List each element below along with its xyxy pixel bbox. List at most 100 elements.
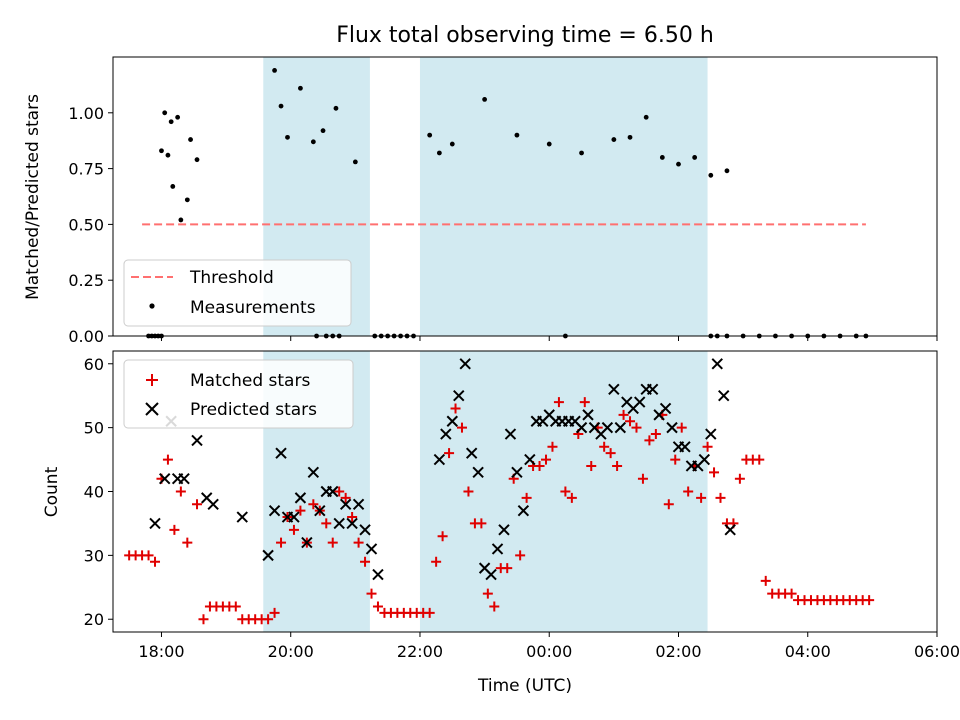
measurement-point (708, 172, 714, 178)
top-y-tick-label: 0.75 (68, 160, 104, 179)
matched-star-point (347, 512, 358, 523)
predicted-star-point (440, 428, 452, 440)
predicted-star-point (149, 517, 161, 530)
matched-star-point (786, 588, 797, 599)
matched-star-point (360, 556, 371, 567)
matched-star-point (637, 473, 648, 484)
matched-star-point (169, 524, 180, 535)
matched-star-point (269, 607, 280, 618)
matched-star-point (760, 575, 771, 586)
predicted-star-point (491, 543, 504, 555)
predicted-star-point (191, 434, 203, 447)
predicted-star-point (517, 504, 530, 517)
predicted-star-point (646, 383, 659, 396)
matched-star-point (276, 537, 287, 548)
predicted-star-point (288, 511, 300, 523)
measurement-point (611, 137, 617, 142)
top-y-tick-label: 0.50 (68, 215, 104, 234)
measurement-point (692, 155, 698, 160)
bottom-x-tick-label: 02:00 (655, 642, 701, 661)
matched-star-point (631, 422, 642, 433)
top-shaded-interval-1 (419, 57, 708, 336)
legend-matched-swatch (146, 374, 158, 386)
bottom-y-tick-label: 30 (84, 546, 104, 565)
matched-star-point (198, 614, 209, 625)
matched-star-point (230, 601, 241, 612)
predicted-star-point (346, 517, 358, 530)
top-y-ticks: 0.00 0.25 0.50 0.75 1.00 (68, 104, 113, 346)
matched-star-point (431, 556, 442, 567)
matched-star-point (444, 448, 455, 459)
measurement-point (427, 132, 433, 138)
measurement-point (333, 105, 339, 111)
measurement-point (643, 114, 649, 120)
bottom-x-tick-label: 04:00 (785, 642, 831, 661)
predicted-star-point (327, 485, 339, 498)
matched-star-point (143, 550, 154, 561)
matched-star-point (482, 588, 493, 599)
legend-measurements-swatch (149, 303, 155, 309)
matched-star-point (515, 550, 526, 561)
measurement-point (162, 110, 168, 116)
predicted-star-point (485, 568, 497, 581)
bottom-x-tick-label: 00:00 (526, 642, 572, 661)
bottom-x-tick-label: 22:00 (397, 642, 443, 661)
measurement-point (579, 150, 584, 156)
matched-star-point (534, 460, 545, 471)
predicted-star-point (207, 498, 219, 510)
matched-star-point (663, 499, 674, 510)
measurement-point (449, 141, 455, 147)
bottom-y-tick-label: 60 (84, 355, 104, 374)
matched-star-point (521, 492, 532, 503)
predicted-star-point (504, 428, 517, 440)
measurement-point (184, 197, 190, 203)
matched-star-point (560, 486, 571, 497)
top-legend: Threshold Measurements (123, 259, 352, 327)
bottom-y-tick-label: 20 (84, 610, 104, 629)
matched-star-point (150, 556, 161, 567)
measurement-point (546, 141, 552, 147)
bottom-y-axis-label: Count (42, 466, 62, 517)
top-y-tick-label: 0.25 (68, 271, 104, 290)
matched-star-point (579, 397, 590, 408)
matched-star-point (734, 473, 745, 484)
predicted-star-point (333, 517, 345, 530)
predicted-star-point (453, 389, 465, 402)
predicted-star-point (359, 524, 371, 536)
predicted-star-point (275, 447, 287, 459)
predicted-star-point (339, 498, 352, 510)
measurement-point (482, 97, 488, 102)
matched-star-point (463, 486, 474, 497)
matched-star-point (754, 454, 765, 465)
measurement-point (310, 139, 316, 145)
matched-star-point (547, 441, 558, 452)
predicted-star-point (666, 421, 678, 434)
matched-star-point (263, 614, 274, 625)
predicted-star-point (314, 504, 326, 517)
predicted-star-point (498, 524, 510, 536)
measurement-point (285, 134, 290, 140)
top-panel: 0.00 0.25 0.50 0.75 1.00 Matched/Predicted s… (23, 56, 938, 346)
matched-star-point (437, 531, 448, 542)
measurement-point (676, 161, 681, 167)
predicted-star-point (634, 396, 646, 408)
matched-star-point (353, 537, 364, 548)
top-y-axis-label: Matched/Predicted stars (23, 94, 43, 300)
matched-star-point (366, 588, 377, 599)
predicted-star-point (433, 453, 446, 466)
matched-star-point (424, 607, 435, 618)
bottom-legend: Matched stars Predicted stars (123, 359, 354, 429)
predicted-star-point (301, 536, 313, 549)
predicted-star-point (524, 453, 536, 466)
predicted-star-point (659, 402, 672, 415)
matched-star-point (864, 595, 875, 606)
matched-star-point (334, 486, 345, 497)
predicted-star-point (575, 421, 588, 434)
legend-predicted-label: Predicted stars (190, 400, 317, 420)
top-y-tick-label: 1.00 (68, 104, 104, 123)
measurement-point (627, 134, 633, 140)
predicted-star-point (352, 498, 365, 510)
matched-star-point (599, 441, 610, 452)
measurement-point (272, 67, 277, 73)
predicted-star-point (236, 511, 248, 523)
